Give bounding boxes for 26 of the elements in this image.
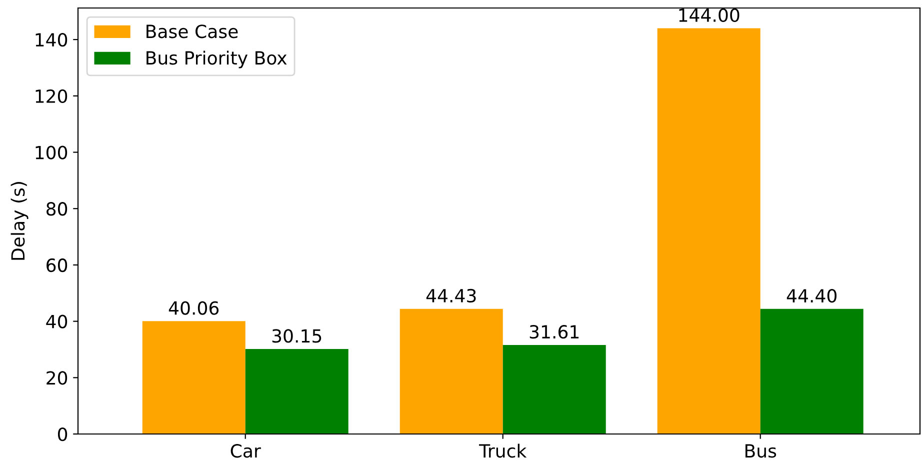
x-tick-label: Truck (479, 444, 527, 458)
y-tick-label: 20 (46, 371, 68, 385)
data-label: 40.06 (168, 301, 219, 315)
bar (142, 321, 246, 434)
y-tick-label: 80 (46, 202, 68, 216)
y-tick-label: 60 (46, 258, 68, 272)
y-axis-title: Delay (s) (10, 182, 28, 260)
bar (245, 349, 348, 434)
legend-label: Base Case (146, 24, 238, 38)
bar (657, 28, 760, 434)
data-label: 31.61 (530, 325, 579, 339)
y-tick-label: 140 (36, 33, 68, 47)
data-label: 44.40 (786, 288, 836, 303)
data-label: 30.15 (272, 329, 322, 343)
bar (502, 344, 606, 434)
y-tick-label: 40 (46, 314, 68, 328)
x-tick-label: Car (230, 444, 261, 458)
bar (400, 308, 503, 434)
data-label: 44.43 (426, 288, 476, 303)
data-label: 144.00 (679, 8, 740, 22)
x-tick-label: Bus (746, 444, 776, 458)
y-tick-label: 100 (36, 146, 68, 160)
y-tick-label: 120 (36, 89, 68, 104)
y-tick-label: 0 (58, 427, 68, 442)
bar (760, 308, 864, 434)
legend-label: Bus Priority Box (146, 50, 287, 68)
